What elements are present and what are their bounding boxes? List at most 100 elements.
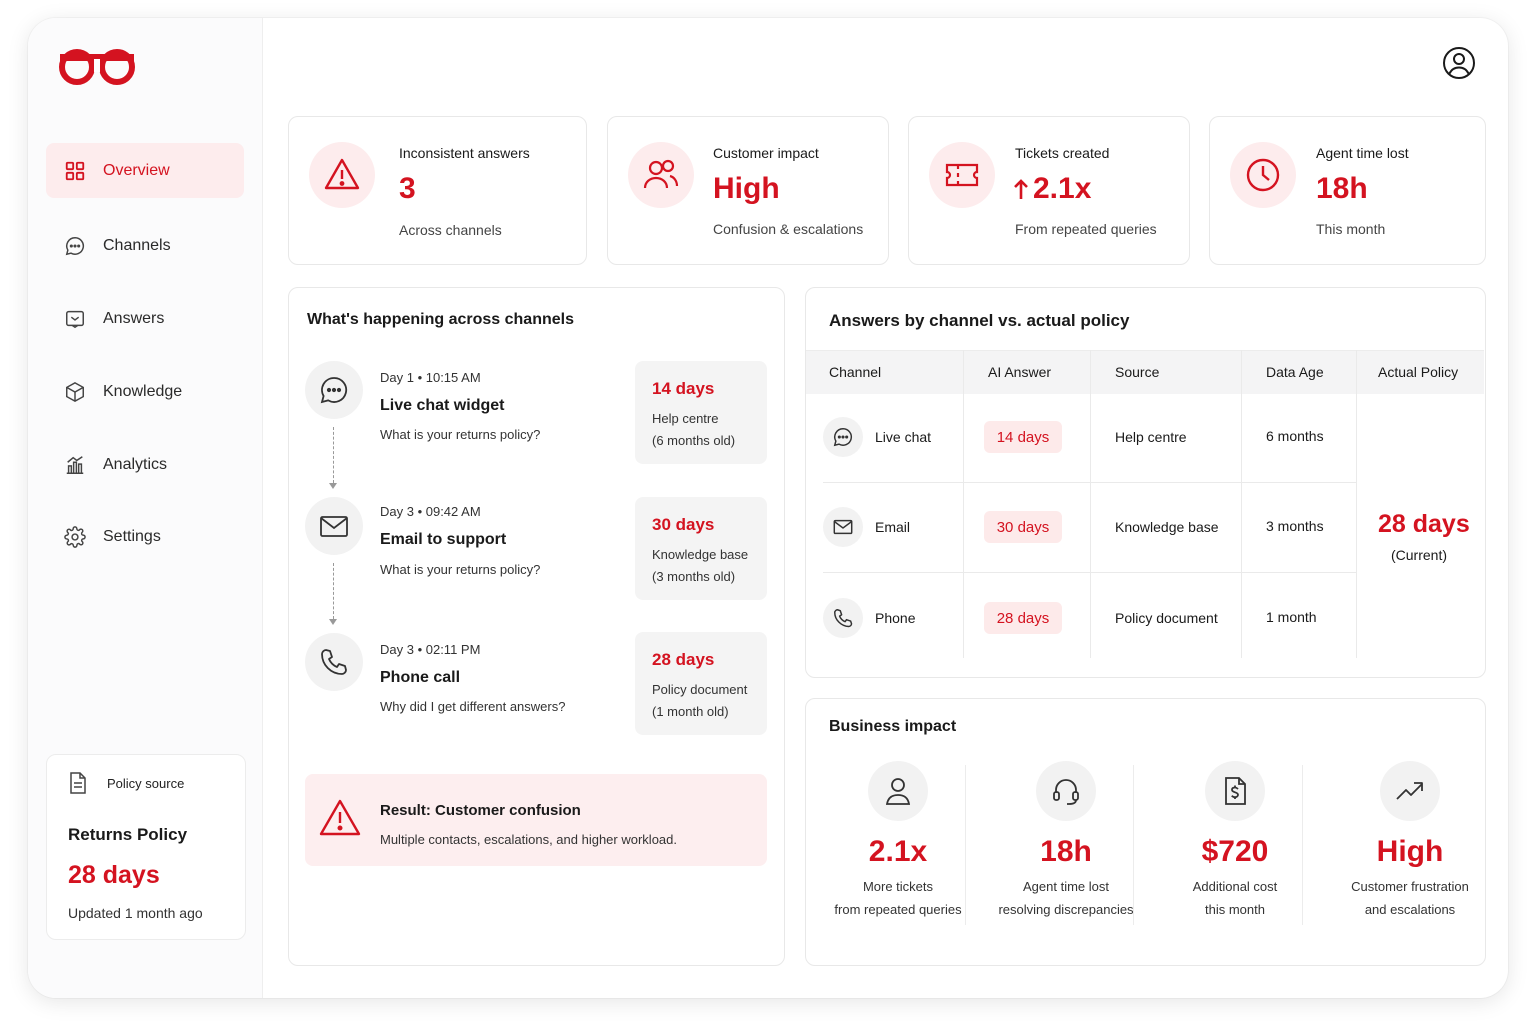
data-age-cell: 3 months [1266, 518, 1324, 534]
kpi-subtext: Confusion & escalations [713, 221, 864, 237]
sidebar-item-analytics[interactable]: Analytics [46, 437, 244, 492]
kpi-label: Inconsistent answers [399, 145, 530, 161]
impact-label: More tickets [862, 879, 934, 894]
sidebar-item-overview[interactable]: Overview [46, 143, 244, 198]
event-age: (6 months old) [652, 433, 736, 448]
column-header: Data Age [1266, 364, 1324, 380]
policy-value: 28 days [68, 861, 160, 889]
gear-icon [64, 525, 86, 548]
ai-answer-badge: 30 days [984, 511, 1062, 543]
mail-icon [833, 519, 853, 535]
sidebar-item-label: Analytics [103, 455, 168, 473]
kpi-label: Customer impact [713, 145, 819, 161]
channel-name: Phone [875, 610, 916, 626]
sidebar-item-channels[interactable]: Channels [46, 218, 244, 273]
impact-label: Additional cost [1192, 879, 1278, 894]
source-cell: Help centre [1115, 429, 1187, 445]
table-header [806, 350, 1484, 394]
sidebar-item-label: Overview [103, 161, 170, 179]
ai-answer-badge: 14 days [984, 421, 1062, 453]
event-channel: Phone call [380, 669, 461, 686]
policy-source-card: Policy source Returns Policy 28 days Upd… [46, 754, 246, 940]
impact-value: $720 [1201, 835, 1269, 868]
kpi-tickets-created: Tickets created 2.1x From repeated queri… [908, 116, 1190, 265]
arrow-up-icon [1014, 179, 1028, 199]
event-date: Day 3 • 02:11 PM [380, 642, 481, 657]
source-cell: Knowledge base [1115, 519, 1219, 535]
kpi-subtext: This month [1316, 221, 1386, 237]
kpi-value: 18h [1316, 172, 1368, 205]
policy-title: Returns Policy [68, 825, 188, 844]
app-window: Overview Channels Answers Knowledge [28, 18, 1508, 998]
channel-name: Email [875, 519, 911, 535]
event-date: Day 1 • 10:15 AM [380, 370, 481, 385]
inbox-icon [66, 310, 84, 328]
event-source: Policy document [652, 682, 748, 697]
event-answer-card: 14 days Help centre (6 months old) [635, 361, 767, 464]
ticket-icon [945, 163, 979, 187]
impact-label: Agent time lost [1023, 879, 1109, 894]
brand-logo[interactable] [58, 48, 136, 86]
event-answer: 30 days [652, 515, 715, 534]
sidebar: Overview Channels Answers Knowledge [28, 18, 263, 998]
kpi-label: Tickets created [1015, 145, 1110, 161]
actual-policy-value: 28 days [1378, 510, 1470, 538]
event-source: Help centre [652, 411, 719, 426]
event-date: Day 3 • 09:42 AM [380, 504, 481, 519]
grid-icon [65, 161, 85, 180]
impact-sublabel: and escalations [1364, 902, 1456, 917]
actual-policy-note: (Current) [1391, 547, 1448, 563]
policy-updated: Updated 1 month ago [68, 905, 203, 921]
data-age-cell: 1 month [1266, 609, 1317, 625]
chat-bubble-icon [833, 428, 853, 447]
sidebar-item-label: Channels [103, 236, 171, 254]
ai-answer-badge: 28 days [984, 602, 1062, 634]
timeline-panel: What's happening across channels Day 1 •… [288, 287, 785, 966]
timeline-arrow [329, 483, 337, 489]
result-banner: Result: Customer confusion Multiple cont… [305, 774, 767, 866]
event-answer-card: 28 days Policy document (1 month old) [635, 632, 767, 735]
column-header: Source [1115, 364, 1160, 380]
event-question: Why did I get different answers? [380, 699, 566, 714]
sidebar-item-settings[interactable]: Settings [46, 509, 244, 564]
event-source: Knowledge base [652, 547, 749, 562]
impact-more-tickets: 2.1x More tickets from repeated queries [814, 761, 982, 931]
policy-source-label: Policy source [107, 775, 185, 791]
source-cell: Policy document [1115, 610, 1218, 626]
impact-customer-frustration: High Customer frustration and escalation… [1326, 761, 1494, 931]
column-header: AI Answer [988, 364, 1052, 380]
sidebar-item-label: Answers [103, 309, 165, 327]
sidebar-item-knowledge[interactable]: Knowledge [46, 364, 244, 419]
event-channel: Email to support [380, 531, 507, 548]
kpi-value-wrap: 2.1x [1013, 172, 1091, 206]
result-title: Result: Customer confusion [380, 802, 581, 819]
kpi-value: High [713, 172, 780, 205]
event-age: (1 month old) [652, 704, 729, 719]
sidebar-item-answers[interactable]: Answers [46, 291, 244, 346]
warning-icon [319, 799, 361, 836]
chat-bubble-icon [65, 236, 85, 255]
impact-sublabel: resolving discrepancies [998, 902, 1134, 917]
impact-additional-cost: $720 Additional cost this month [1151, 761, 1319, 931]
policy-source-header: Policy source [67, 771, 184, 795]
comparison-panel: Answers by channel vs. actual policy Cha… [805, 287, 1486, 678]
sidebar-item-label: Settings [103, 527, 161, 545]
impact-value: 18h [1040, 835, 1092, 868]
channel-name: Live chat [875, 429, 932, 445]
users-icon [643, 159, 679, 189]
cube-icon [66, 381, 84, 402]
kpi-inconsistent-answers: Inconsistent answers 3 Across channels [288, 116, 587, 265]
column-header: Actual Policy [1378, 364, 1459, 380]
kpi-label: Agent time lost [1316, 145, 1409, 161]
kpi-customer-impact: Customer impact High Confusion & escalat… [607, 116, 889, 265]
sidebar-item-label: Knowledge [103, 382, 183, 400]
kpi-subtext: From repeated queries [1015, 221, 1157, 237]
chat-bubble-icon [320, 377, 348, 404]
event-age: (3 months old) [652, 569, 736, 584]
result-text: Multiple contacts, escalations, and high… [380, 832, 677, 847]
user-avatar-icon[interactable] [1442, 46, 1476, 80]
timeline-connector [333, 427, 334, 483]
business-impact-title: Business impact [829, 718, 957, 735]
kpi-subtext: Across channels [399, 222, 502, 238]
impact-value: 2.1x [868, 835, 928, 868]
